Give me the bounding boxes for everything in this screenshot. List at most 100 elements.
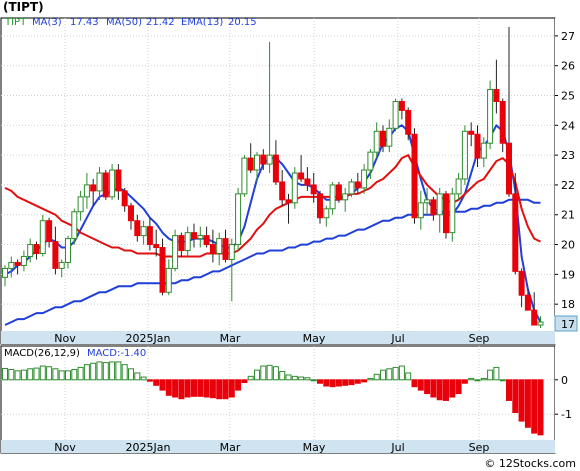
legend-ema13-value: 20.15 bbox=[228, 17, 257, 28]
legend-ma50-label: MA(50) bbox=[106, 17, 142, 28]
candle bbox=[153, 229, 160, 257]
candle-body bbox=[524, 294, 531, 311]
candle-body bbox=[361, 169, 368, 189]
candle-body bbox=[436, 193, 443, 216]
candle bbox=[39, 214, 46, 257]
macd-bar bbox=[367, 377, 374, 381]
candle-body bbox=[121, 190, 128, 207]
candle-body bbox=[260, 154, 267, 165]
candle bbox=[241, 155, 248, 197]
candle bbox=[449, 187, 456, 242]
candle bbox=[531, 292, 538, 326]
macd-bar bbox=[487, 369, 494, 381]
candle bbox=[228, 238, 235, 302]
candle-body bbox=[417, 202, 424, 219]
candle-body bbox=[228, 244, 235, 260]
candle bbox=[342, 187, 349, 212]
legend-ticker: TIPT bbox=[4, 17, 27, 28]
candle-body bbox=[153, 244, 160, 249]
candle bbox=[235, 187, 242, 251]
macd-bar bbox=[8, 368, 15, 381]
candle bbox=[272, 140, 279, 185]
candle-body bbox=[159, 247, 166, 293]
candle-body bbox=[455, 178, 462, 195]
macd-bar bbox=[146, 379, 153, 382]
macd-plot-area bbox=[0, 345, 556, 454]
candle-body bbox=[443, 193, 449, 234]
candle bbox=[266, 41, 273, 174]
candle bbox=[367, 149, 374, 179]
macd-bar bbox=[361, 379, 368, 383]
candle-body bbox=[291, 172, 298, 204]
candle bbox=[417, 190, 424, 230]
macd-legend-value: MACD:-1.40 bbox=[87, 348, 146, 359]
price-tick-label: 18 bbox=[561, 298, 575, 311]
candle-body bbox=[2, 267, 8, 278]
candle bbox=[398, 98, 405, 120]
candle-body bbox=[468, 130, 475, 135]
candle bbox=[487, 80, 494, 150]
candle-body bbox=[102, 172, 109, 198]
candle bbox=[33, 241, 40, 260]
candle bbox=[348, 178, 355, 197]
candle-body bbox=[27, 244, 34, 257]
candle-body bbox=[209, 244, 216, 254]
candle-body bbox=[203, 235, 210, 246]
candle bbox=[424, 187, 431, 215]
macd-bar bbox=[46, 366, 53, 381]
macd-bar bbox=[449, 379, 456, 398]
price-tick-label: 22 bbox=[561, 179, 575, 192]
date-label: Jul bbox=[390, 441, 404, 454]
candle-body bbox=[386, 127, 393, 147]
candle-body bbox=[247, 157, 254, 171]
macd-bar bbox=[83, 364, 90, 381]
candle bbox=[304, 167, 311, 191]
candle-body bbox=[197, 235, 204, 240]
price-axis-panel bbox=[555, 18, 580, 344]
candle bbox=[83, 173, 90, 209]
candle-body bbox=[317, 193, 323, 219]
candle-body bbox=[8, 261, 15, 269]
macd-bar bbox=[392, 366, 399, 381]
macd-bar bbox=[329, 379, 336, 388]
macd-bar bbox=[455, 379, 462, 395]
candles bbox=[2, 26, 544, 329]
candle bbox=[2, 265, 8, 287]
macd-bar bbox=[39, 365, 46, 381]
candle bbox=[392, 98, 399, 132]
candle-body bbox=[449, 193, 456, 234]
candle bbox=[474, 125, 481, 168]
candle-body bbox=[323, 208, 330, 219]
candle-body bbox=[518, 270, 525, 296]
candle bbox=[537, 316, 544, 329]
candle bbox=[499, 98, 506, 153]
date-label: Nov bbox=[54, 441, 76, 454]
macd-bar bbox=[443, 379, 449, 401]
candle bbox=[65, 235, 71, 269]
candle bbox=[140, 220, 147, 245]
macd-bar bbox=[209, 379, 216, 399]
candle-body bbox=[480, 142, 487, 159]
price-date-axis bbox=[1, 331, 555, 344]
macd-bar bbox=[260, 365, 267, 381]
macd-bar bbox=[58, 370, 65, 381]
macd-tick-label: 0 bbox=[561, 374, 568, 387]
candle-body bbox=[20, 255, 27, 266]
candle bbox=[159, 238, 166, 296]
candle bbox=[461, 125, 468, 185]
macd-bar bbox=[102, 362, 109, 381]
macd-bar bbox=[317, 379, 323, 384]
candle bbox=[329, 181, 336, 215]
macd-bar bbox=[468, 377, 475, 381]
candle-body bbox=[430, 199, 437, 216]
last-price-box bbox=[554, 315, 578, 332]
macd-bar bbox=[298, 376, 305, 381]
macd-bar bbox=[304, 377, 311, 381]
date-label: Sep bbox=[469, 441, 490, 454]
date-label: 2025Jan bbox=[126, 332, 171, 345]
macd-bar bbox=[254, 369, 260, 381]
candle-body bbox=[342, 193, 349, 201]
candle-body bbox=[172, 235, 179, 269]
macd-bar bbox=[335, 379, 342, 387]
